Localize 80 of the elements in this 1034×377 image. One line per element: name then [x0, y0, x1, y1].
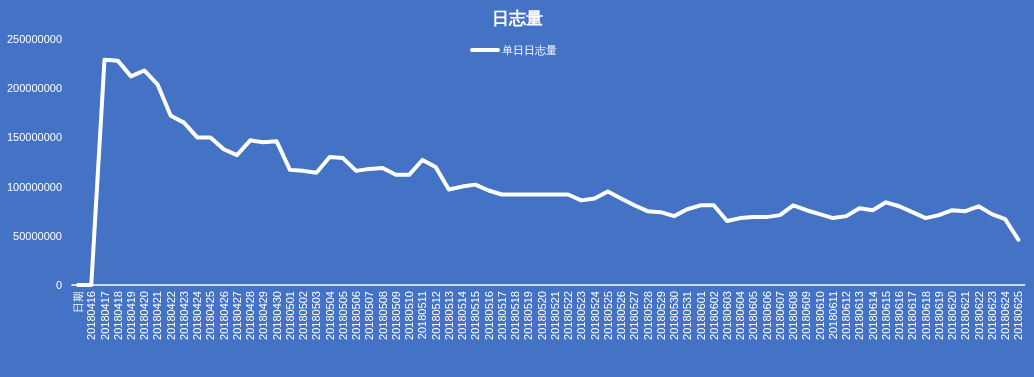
x-tick-label: 20180519 — [522, 291, 535, 340]
x-tick-label: 20180530 — [668, 291, 681, 340]
x-tick-label: 20180601 — [694, 291, 707, 340]
x-tick-label: 20180516 — [482, 291, 495, 340]
y-tick-label: 50000000 — [13, 229, 62, 242]
x-tick-label: 20180531 — [681, 291, 694, 340]
x-tick-label: 20180420 — [138, 291, 151, 340]
x-tick-label: 20180608 — [787, 291, 800, 340]
x-tick-label: 20180517 — [495, 291, 508, 340]
x-tick-label: 20180428 — [244, 291, 257, 340]
x-tick-label: 20180501 — [283, 291, 296, 340]
x-tick-label: 20180520 — [535, 291, 548, 340]
x-tick-label: 20180427 — [230, 291, 243, 340]
x-tick-label: 20180518 — [509, 291, 522, 340]
chart-title: 日志量 — [491, 9, 543, 28]
x-tick-label: 20180511 — [416, 291, 429, 340]
x-tick-label: 20180515 — [469, 291, 482, 340]
x-tick-label: 20180504 — [323, 291, 336, 340]
x-tick-label: 20180513 — [442, 291, 455, 340]
x-tick-label: 20180610 — [813, 291, 826, 340]
x-tick-label: 20180619 — [932, 291, 945, 340]
x-tick-label: 20180529 — [654, 291, 667, 340]
x-tick-label: 日期 — [72, 291, 85, 313]
x-tick-label: 20180510 — [403, 291, 416, 340]
x-tick-label: 20180508 — [376, 291, 389, 340]
x-tick-label: 20180604 — [734, 291, 747, 340]
x-tick-label: 20180521 — [548, 291, 561, 340]
x-tick-label: 20180609 — [800, 291, 813, 340]
x-tick-label: 20180418 — [111, 291, 124, 340]
x-tick-label: 20180421 — [151, 291, 164, 340]
x-tick-label: 20180615 — [879, 291, 892, 340]
x-tick-label: 20180622 — [972, 291, 985, 340]
x-tick-label: 20180422 — [164, 291, 177, 340]
y-tick-label: 0 — [55, 279, 62, 291]
x-tick-label: 20180525 — [601, 291, 614, 340]
x-tick-label: 20180603 — [721, 291, 733, 340]
x-tick-label: 20180506 — [350, 291, 363, 340]
x-tick-label: 20180616 — [893, 291, 906, 340]
x-tick-label: 20180614 — [866, 291, 879, 340]
x-tick-label: 20180618 — [919, 291, 932, 340]
x-tick-label: 20180502 — [297, 291, 310, 340]
x-tick-label: 20180503 — [310, 291, 323, 340]
x-tick-label: 20180514 — [456, 291, 469, 340]
x-tick-label: 20180416 — [85, 291, 98, 340]
x-tick-label: 20180522 — [562, 291, 575, 340]
x-tick-label: 20180611 — [826, 291, 839, 340]
x-tick-label: 20180430 — [270, 291, 283, 340]
x-tick-label: 20180607 — [773, 291, 786, 340]
x-tick-label: 20180505 — [336, 291, 349, 340]
x-tick-label: 20180624 — [999, 291, 1012, 340]
x-tick-label: 20180425 — [204, 291, 217, 340]
y-tick-label: 200000000 — [6, 82, 62, 95]
x-tick-label: 20180621 — [959, 291, 972, 340]
x-tick-label: 20180623 — [985, 291, 998, 340]
x-tick-label: 20180612 — [840, 291, 853, 340]
x-tick-label: 20180617 — [906, 291, 919, 340]
x-tick-label: 20180419 — [125, 291, 137, 340]
x-tick-label: 20180602 — [707, 291, 720, 340]
x-tick-label: 20180423 — [177, 291, 190, 340]
x-tick-label: 20180620 — [946, 291, 959, 340]
x-tick-label: 20180507 — [363, 291, 376, 340]
x-tick-label: 20180509 — [389, 291, 402, 340]
x-tick-label: 20180605 — [747, 291, 760, 340]
y-tick-label: 250000000 — [6, 33, 62, 45]
x-tick-label: 20180426 — [217, 291, 230, 340]
x-tick-label: 20180526 — [615, 291, 628, 340]
legend-label: 单日日志量 — [502, 44, 557, 56]
y-tick-label: 150000000 — [6, 131, 62, 144]
y-tick-label: 100000000 — [6, 180, 62, 193]
x-tick-label: 20180625 — [1012, 291, 1025, 340]
x-tick-label: 20180528 — [641, 291, 654, 340]
x-tick-label: 20180523 — [575, 291, 588, 340]
x-tick-label: 20180424 — [191, 291, 204, 340]
x-tick-label: 20180417 — [98, 291, 111, 340]
x-tick-label: 20180524 — [588, 291, 601, 340]
x-tick-label: 20180512 — [429, 291, 442, 340]
x-tick-label: 20180606 — [760, 291, 773, 340]
x-tick-label: 20180527 — [628, 291, 641, 340]
x-tick-label: 20180613 — [853, 291, 866, 340]
x-tick-label: 20180429 — [257, 291, 270, 340]
